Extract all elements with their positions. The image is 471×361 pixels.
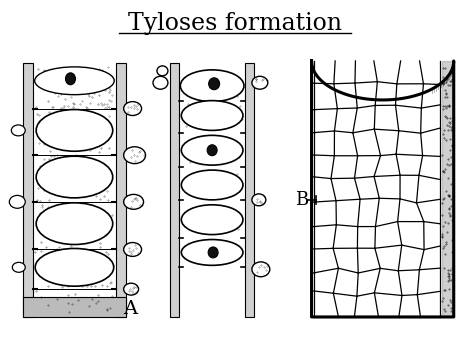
Ellipse shape — [35, 248, 114, 286]
Ellipse shape — [252, 262, 270, 277]
Ellipse shape — [36, 109, 113, 151]
Ellipse shape — [181, 135, 243, 165]
Ellipse shape — [181, 101, 243, 130]
Ellipse shape — [153, 76, 168, 89]
Text: B: B — [295, 191, 308, 209]
Ellipse shape — [36, 203, 113, 244]
Ellipse shape — [181, 240, 243, 265]
Ellipse shape — [124, 243, 142, 256]
Polygon shape — [311, 61, 454, 317]
Ellipse shape — [124, 283, 138, 295]
Bar — [33, 63, 116, 317]
Ellipse shape — [209, 78, 219, 90]
Ellipse shape — [35, 67, 114, 95]
Bar — [116, 63, 126, 317]
Ellipse shape — [180, 70, 244, 101]
Ellipse shape — [9, 195, 25, 208]
Ellipse shape — [207, 145, 217, 156]
Polygon shape — [442, 61, 454, 317]
Text: A: A — [123, 300, 138, 318]
Bar — [171, 63, 179, 317]
Ellipse shape — [36, 156, 113, 198]
Bar — [23, 63, 33, 317]
Bar — [179, 63, 245, 317]
Ellipse shape — [124, 147, 146, 164]
Ellipse shape — [181, 205, 243, 235]
Ellipse shape — [124, 101, 142, 116]
Ellipse shape — [124, 194, 144, 209]
Ellipse shape — [252, 194, 266, 206]
Ellipse shape — [157, 66, 168, 76]
Ellipse shape — [252, 76, 268, 89]
Ellipse shape — [11, 125, 25, 136]
Ellipse shape — [12, 262, 25, 272]
Ellipse shape — [181, 170, 243, 200]
Text: Tyloses formation: Tyloses formation — [128, 12, 342, 35]
Bar — [23, 297, 126, 317]
Bar — [245, 63, 254, 317]
Ellipse shape — [208, 247, 218, 258]
Ellipse shape — [65, 73, 75, 85]
